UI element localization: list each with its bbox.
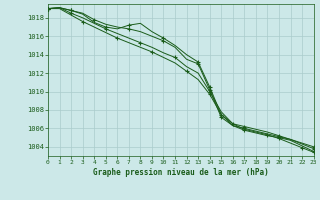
X-axis label: Graphe pression niveau de la mer (hPa): Graphe pression niveau de la mer (hPa) [93, 168, 269, 177]
